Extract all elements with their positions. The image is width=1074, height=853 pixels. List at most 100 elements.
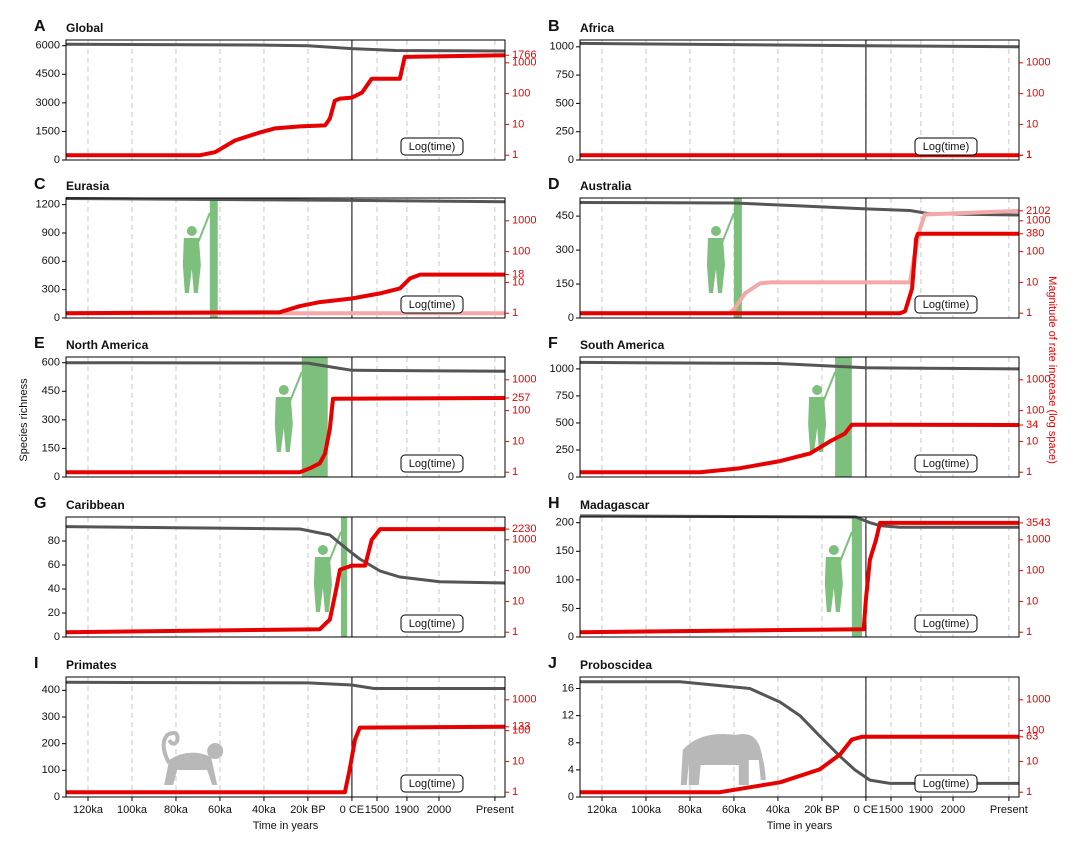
y-tick-label: 3000 [36, 97, 60, 109]
note-text: Log(time) [409, 618, 455, 630]
y2-tick-label: 10 [512, 118, 524, 130]
silhouette-head [317, 545, 328, 555]
y-tick-label: 600 [42, 255, 60, 267]
end-value-label: 34 [1026, 419, 1038, 431]
x-axis-label: Time in years [767, 820, 833, 832]
silhouette-spear [721, 212, 735, 244]
y-axis-label: Species richness [18, 378, 30, 462]
end-value-label: 2230 [512, 523, 536, 535]
y-tick-label: 150 [556, 278, 574, 290]
y-tick-label: 200 [556, 517, 574, 529]
series-line [579, 520, 1019, 635]
y-tick-label: 450 [42, 385, 60, 397]
y-tick-label: 0 [568, 791, 574, 803]
y2-tick-label: 1000 [1026, 57, 1050, 69]
y2-tick-label: 1 [512, 149, 518, 161]
x-tick-label: 1900 [395, 804, 419, 816]
y2-tick-label: 100 [512, 725, 530, 737]
y-tick-label: 8 [568, 737, 574, 749]
x-tick-label: 1500 [879, 804, 903, 816]
silhouette-spear [838, 531, 853, 563]
note-text: Log(time) [409, 458, 455, 470]
y2-tick-label: 100 [512, 405, 530, 417]
panel-letter: A [34, 18, 46, 35]
plot-frame [65, 676, 506, 798]
y2-tick-label: 100 [1026, 565, 1044, 577]
panel-title: Caribbean [66, 498, 125, 512]
y-tick-label: 4500 [36, 68, 60, 80]
y2-tick-label: 1 [512, 307, 518, 319]
panel-letter: G [34, 495, 46, 512]
y-tick-label: 0 [54, 154, 60, 166]
end-value-label: 1766 [512, 49, 536, 61]
panel-letter: F [548, 335, 558, 352]
panel-letter: J [548, 655, 557, 672]
silhouette-body [274, 397, 293, 452]
note-box [914, 774, 978, 793]
x-tick-label: 100ka [631, 804, 662, 816]
silhouette-body [680, 734, 766, 785]
arrival-band [835, 357, 852, 477]
y-tick-label: 0 [54, 631, 60, 643]
end-value-label: 63 [1026, 731, 1038, 743]
silhouette-head [812, 385, 823, 395]
y-tick-label: 200 [42, 738, 60, 750]
y2-tick-label: 10 [512, 276, 524, 288]
x-tick-label: 1900 [909, 804, 933, 816]
panel-title: Proboscidea [580, 658, 652, 672]
x-tick-label: 20k BP [804, 804, 839, 816]
x-tick-label: 60ka [208, 804, 233, 816]
end-value-label: 380 [1026, 228, 1044, 240]
silhouette-head [828, 545, 839, 555]
y-tick-label: 450 [556, 210, 574, 222]
y2-tick-label: 1000 [512, 374, 536, 386]
plot-frame [65, 356, 506, 478]
note-box [400, 454, 464, 473]
y2-tick-label: 1000 [1026, 374, 1050, 386]
x-tick-label: 2000 [941, 804, 965, 816]
y2-tick-label: 10 [512, 595, 524, 607]
y-tick-label: 750 [556, 390, 574, 402]
y2-tick-label: 1000 [1026, 694, 1050, 706]
y-tick-label: 600 [42, 357, 60, 369]
x-tick-label: 0 CE [340, 804, 364, 816]
x-tick-label: Present [476, 804, 514, 816]
note-text: Log(time) [409, 141, 455, 153]
y-tick-label: 0 [568, 154, 574, 166]
y-tick-label: 150 [42, 442, 60, 454]
series-line [580, 680, 1019, 785]
series-line [65, 361, 506, 373]
series-line [580, 734, 1019, 795]
y-tick-label: 40 [48, 583, 60, 595]
x-tick-label: 40ka [252, 804, 277, 816]
panel: J Proboscidea 0 4 8 12 16 1 10 100 1000 63 Log(time)… [548, 655, 1050, 832]
x-tick-label: 40ka [766, 804, 791, 816]
x-axis-label: Time in years [253, 820, 319, 832]
x-tick-label: 120ka [587, 804, 618, 816]
x-tick-label: 60ka [722, 804, 747, 816]
series-line [65, 42, 506, 53]
y-tick-label: 1200 [36, 199, 60, 211]
y-tick-label: 1500 [36, 125, 60, 137]
y2-tick-label: 1 [512, 466, 518, 478]
y2-tick-label: 1 [1026, 626, 1032, 638]
silhouette-tail [161, 731, 180, 764]
note-text: Log(time) [923, 778, 969, 790]
panel-letter: C [34, 176, 46, 193]
y2-tick-label: 10 [1026, 118, 1038, 130]
y2-tick-label: 100 [512, 246, 530, 258]
note-text: Log(time) [923, 299, 969, 311]
y-tick-label: 0 [54, 312, 60, 324]
plot-frame [579, 39, 1020, 161]
note-text: Log(time) [923, 458, 969, 470]
panel-letter: I [34, 655, 38, 672]
panel: I Primates 0 100 200 300 400 1 10 100 1000 133 Log(t… [34, 655, 536, 832]
y-tick-label: 4 [568, 764, 574, 776]
panel: C Eurasia 0 300 600 900 1200 1 10 100 1000 18 Log(ti… [34, 176, 536, 324]
y2-tick-label: 1 [512, 786, 518, 798]
y-tick-label: 300 [42, 711, 60, 723]
y2-tick-label: 10 [1026, 755, 1038, 767]
y2-tick-label: 1 [1026, 466, 1032, 478]
